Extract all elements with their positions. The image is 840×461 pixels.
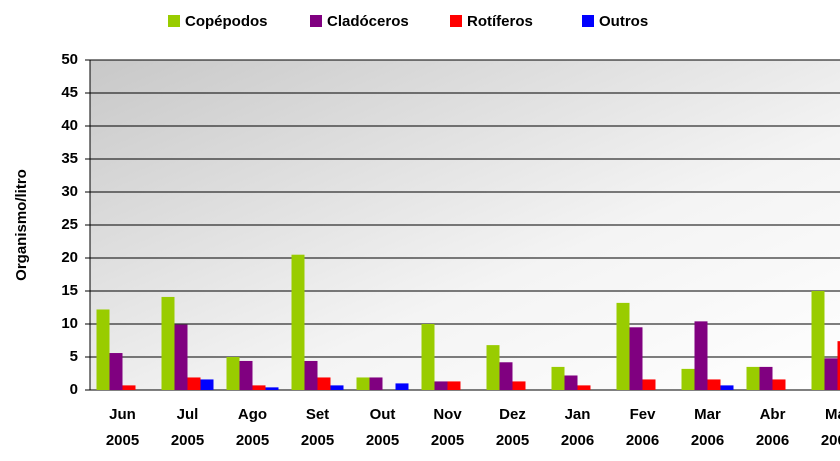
bar bbox=[109, 353, 123, 390]
x-tick-label: Mar 2006 bbox=[690, 406, 725, 449]
x-tick-label: Nov 2005 bbox=[430, 406, 465, 449]
bar bbox=[616, 302, 630, 390]
x-tick-label: Set 2005 bbox=[300, 406, 335, 449]
y-tick-label: 25 bbox=[61, 216, 78, 233]
bar bbox=[96, 309, 110, 390]
bar bbox=[512, 381, 526, 390]
y-tick-label: 20 bbox=[61, 249, 78, 266]
legend-swatch bbox=[310, 15, 322, 27]
bar bbox=[577, 385, 591, 390]
bar bbox=[564, 375, 578, 390]
bar bbox=[161, 296, 175, 390]
bar bbox=[759, 366, 773, 390]
x-tick-label: Jul 2005 bbox=[170, 406, 205, 449]
bar bbox=[629, 327, 643, 390]
bar bbox=[369, 377, 383, 390]
bar bbox=[824, 358, 838, 390]
legend-swatch bbox=[450, 15, 462, 27]
x-tick-label: Jan 2006 bbox=[560, 406, 595, 449]
y-tick-label: 15 bbox=[61, 282, 78, 299]
bar bbox=[395, 383, 409, 390]
legend-label: Outros bbox=[599, 13, 648, 30]
legend-swatch bbox=[582, 15, 594, 27]
x-tick-label: Fev 2006 bbox=[625, 406, 660, 449]
bar bbox=[187, 377, 201, 390]
bar bbox=[304, 360, 318, 390]
x-tick-label: Abr 2006 bbox=[755, 406, 790, 449]
y-axis-label: Organismo/litro bbox=[13, 169, 30, 281]
legend-label: Cladóceros bbox=[327, 13, 409, 30]
bar bbox=[434, 381, 448, 390]
bar bbox=[239, 360, 253, 390]
x-tick-label: Ago 2005 bbox=[235, 406, 270, 449]
bar bbox=[122, 385, 136, 390]
bar bbox=[356, 377, 370, 390]
bar bbox=[486, 345, 500, 390]
x-tick-label: Out 2005 bbox=[365, 406, 400, 449]
bar bbox=[837, 341, 840, 390]
y-tick-label: 10 bbox=[61, 315, 78, 332]
bar bbox=[200, 379, 214, 390]
x-tick-label: Mai 2006 bbox=[820, 406, 840, 449]
y-tick-label: 40 bbox=[61, 117, 78, 134]
bar bbox=[174, 324, 188, 390]
legend-label: Copépodos bbox=[185, 13, 268, 30]
bar bbox=[421, 324, 435, 390]
y-tick-label: 0 bbox=[70, 381, 78, 398]
y-tick-label: 35 bbox=[61, 150, 78, 167]
bar bbox=[746, 366, 760, 390]
x-tick-label: Jun 2005 bbox=[105, 406, 140, 449]
bar bbox=[681, 368, 695, 390]
bar bbox=[317, 377, 331, 390]
bar bbox=[499, 362, 513, 390]
bar bbox=[226, 357, 240, 390]
legend-label: Rotíferos bbox=[467, 13, 533, 30]
bar bbox=[811, 291, 825, 390]
legend-swatch bbox=[168, 15, 180, 27]
bar bbox=[447, 381, 461, 390]
bar bbox=[291, 254, 305, 390]
bar bbox=[642, 379, 656, 390]
bar bbox=[707, 379, 721, 390]
bar bbox=[252, 385, 266, 390]
bar bbox=[265, 387, 279, 390]
y-tick-label: 45 bbox=[61, 84, 78, 101]
x-tick-label: Dez 2005 bbox=[495, 406, 530, 449]
y-tick-label: 50 bbox=[61, 51, 78, 68]
y-tick-label: 30 bbox=[61, 183, 78, 200]
bar bbox=[694, 321, 708, 390]
bar bbox=[772, 379, 786, 390]
bar bbox=[330, 385, 344, 390]
bar bbox=[720, 385, 734, 390]
bar bbox=[551, 366, 565, 390]
y-tick-label: 5 bbox=[70, 348, 78, 365]
